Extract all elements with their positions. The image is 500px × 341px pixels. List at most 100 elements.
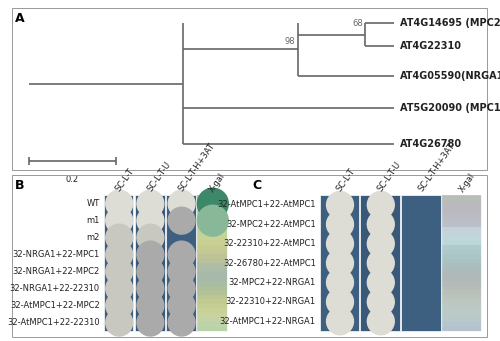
Ellipse shape [106,224,132,251]
Ellipse shape [198,188,228,219]
Ellipse shape [137,241,164,268]
Bar [197,286,227,290]
Ellipse shape [168,275,195,302]
Bar [320,195,359,331]
Ellipse shape [198,205,228,236]
Ellipse shape [137,207,164,234]
Bar [442,290,482,295]
Bar [442,236,482,240]
Text: A: A [15,12,24,25]
Ellipse shape [368,230,394,257]
Ellipse shape [106,292,132,319]
Bar [197,263,227,268]
Bar [442,313,482,317]
Ellipse shape [168,190,195,217]
Bar [197,281,227,286]
Text: SC-L-T-U: SC-L-T-U [376,160,403,194]
Ellipse shape [368,211,394,238]
Bar [442,268,482,272]
Text: SC-L-T-H+3AT: SC-L-T-H+3AT [416,142,457,194]
Text: m2: m2 [86,233,100,242]
Text: 32-NRGA1+22-MPC2: 32-NRGA1+22-MPC2 [12,267,100,276]
Text: C: C [252,179,262,192]
Bar [197,213,227,218]
Bar [442,250,482,254]
Bar [442,304,482,308]
Ellipse shape [368,269,394,296]
Bar [197,258,227,263]
Bar [197,245,227,250]
Ellipse shape [326,288,353,315]
Text: AT5G20090 (MPC1): AT5G20090 (MPC1) [400,103,500,113]
Ellipse shape [106,258,132,285]
Ellipse shape [137,292,164,319]
Ellipse shape [168,241,195,268]
Bar [197,322,227,327]
Ellipse shape [368,308,394,335]
Bar [197,272,227,277]
Text: X-gal: X-gal [208,171,228,194]
Ellipse shape [168,309,195,336]
Ellipse shape [137,258,164,285]
Bar [442,295,482,299]
Bar [197,327,227,331]
Text: 32-NRGA1+22-22310: 32-NRGA1+22-22310 [10,284,100,293]
Ellipse shape [368,191,394,218]
Text: 0.2: 0.2 [66,175,79,184]
Bar [442,222,482,227]
Bar [197,268,227,272]
Bar [442,209,482,213]
Ellipse shape [326,230,353,257]
Bar [442,327,482,331]
Ellipse shape [137,190,164,217]
Bar [442,277,482,281]
Ellipse shape [326,250,353,277]
Bar [442,254,482,258]
Ellipse shape [106,207,132,234]
Text: X-gal: X-gal [458,171,477,194]
Bar [197,250,227,254]
Ellipse shape [168,207,195,234]
Ellipse shape [168,292,195,319]
Bar [442,195,482,200]
Ellipse shape [106,241,132,268]
Bar [135,195,164,331]
Bar [360,195,400,331]
Text: 32-MPC2+22-NRGA1: 32-MPC2+22-NRGA1 [228,278,316,287]
Ellipse shape [106,275,132,302]
Bar [442,308,482,313]
Bar [197,304,227,308]
Bar [197,232,227,236]
Bar [401,195,440,331]
Bar [442,263,482,268]
Bar [442,299,482,304]
Text: 32-AtMPC1+22-22310: 32-AtMPC1+22-22310 [7,318,100,327]
Bar [442,286,482,290]
Bar [442,272,482,277]
Bar [442,204,482,209]
Bar [197,209,227,213]
Bar [442,227,482,232]
Text: 98: 98 [285,37,296,46]
Text: 32-22310+22-NRGA1: 32-22310+22-NRGA1 [226,297,316,307]
Bar [442,317,482,322]
Text: AT4G26780: AT4G26780 [400,139,462,149]
Text: SC-L-T-U: SC-L-T-U [146,160,172,194]
Text: AT4G14695 (MPC2): AT4G14695 (MPC2) [400,18,500,28]
Ellipse shape [368,250,394,277]
Bar [197,222,227,227]
Bar [442,322,482,327]
Bar [197,317,227,322]
Text: 68: 68 [352,19,363,28]
Bar [197,290,227,295]
Bar [197,200,227,204]
Ellipse shape [106,309,132,336]
Bar [197,277,227,281]
Bar [197,236,227,240]
Text: 32-AtMPC1+22-MPC2: 32-AtMPC1+22-MPC2 [10,301,100,310]
Bar [197,299,227,304]
Bar [442,195,482,331]
Text: SC-L-T-H+3AT: SC-L-T-H+3AT [176,142,216,194]
Bar [442,281,482,286]
Ellipse shape [137,309,164,336]
